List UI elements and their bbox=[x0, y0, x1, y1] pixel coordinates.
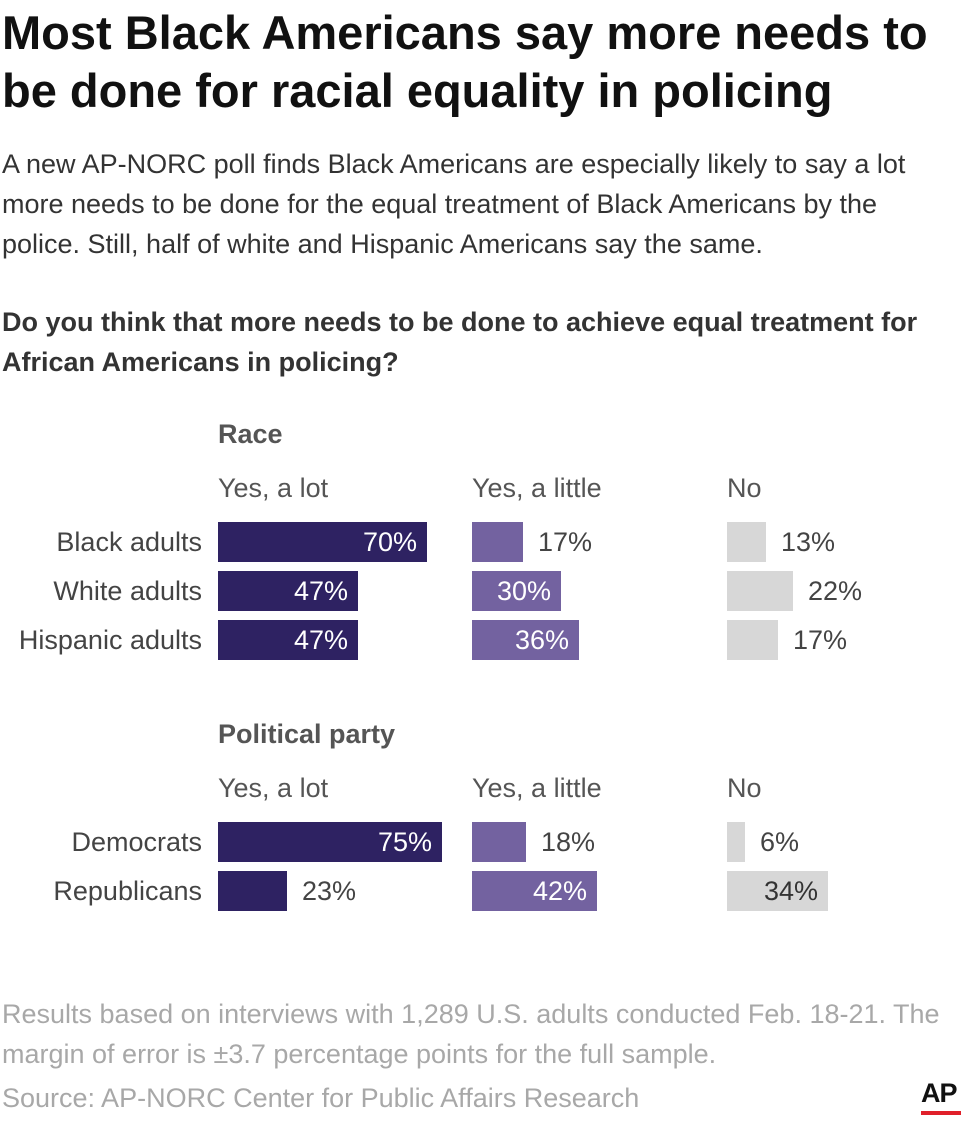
data-label: 30% bbox=[496, 576, 551, 606]
bar-lot bbox=[218, 620, 358, 660]
data-label: 70% bbox=[362, 527, 417, 557]
column-header-little: Yes, a little bbox=[472, 473, 602, 503]
row-label: Republicans bbox=[53, 876, 202, 906]
data-label: 47% bbox=[293, 576, 348, 606]
section-label-1: Race bbox=[218, 419, 283, 449]
bar-no bbox=[727, 871, 828, 911]
chart-subtitle: A new AP-NORC poll finds Black Americans… bbox=[2, 149, 906, 259]
ap-logo: AP bbox=[921, 1078, 963, 1116]
data-label: 23% bbox=[302, 876, 357, 906]
source-credit: Source: AP-NORC Center for Public Affair… bbox=[2, 1083, 640, 1113]
column-header-little: Yes, a little bbox=[472, 773, 602, 803]
data-label: 34% bbox=[763, 876, 818, 906]
data-label: 13% bbox=[781, 527, 836, 557]
bar-no bbox=[727, 822, 745, 862]
data-label: 17% bbox=[538, 527, 593, 557]
survey-question: Do you think that more needs to be done … bbox=[2, 307, 918, 377]
data-label: 42% bbox=[532, 876, 587, 906]
bar-no bbox=[727, 571, 793, 611]
data-label: 18% bbox=[541, 827, 596, 857]
methodology-note: Results based on interviews with 1,289 U… bbox=[2, 999, 940, 1069]
column-header-lot: Yes, a lot bbox=[218, 473, 329, 503]
bar-lot bbox=[218, 522, 427, 562]
bar-no bbox=[727, 522, 766, 562]
ap-logo-underline bbox=[921, 1111, 961, 1115]
bar-lot bbox=[218, 571, 358, 611]
row-label: Democrats bbox=[71, 827, 202, 857]
data-label: 17% bbox=[793, 625, 848, 655]
bar-little bbox=[472, 822, 526, 862]
bar-no bbox=[727, 620, 778, 660]
data-label: 22% bbox=[808, 576, 863, 606]
column-header-no: No bbox=[727, 773, 762, 803]
bar-little bbox=[472, 871, 597, 911]
bar-little bbox=[472, 522, 523, 562]
row-label: Hispanic adults bbox=[18, 625, 202, 655]
data-label: 75% bbox=[377, 827, 432, 857]
ap-logo-text: AP bbox=[921, 1078, 958, 1108]
column-header-lot: Yes, a lot bbox=[218, 773, 329, 803]
bar-little bbox=[472, 620, 579, 660]
column-header-no: No bbox=[727, 473, 762, 503]
bar-lot bbox=[218, 822, 442, 862]
chart-title: Most Black Americans say more needs to b… bbox=[2, 6, 928, 117]
section-label-2: Political party bbox=[218, 719, 396, 749]
data-label: 6% bbox=[760, 827, 800, 857]
row-label: White adults bbox=[53, 576, 202, 606]
data-label: 47% bbox=[293, 625, 348, 655]
data-label: 36% bbox=[514, 625, 569, 655]
row-label: Black adults bbox=[56, 527, 202, 557]
bar-lot bbox=[218, 871, 287, 911]
bar-little bbox=[472, 571, 561, 611]
